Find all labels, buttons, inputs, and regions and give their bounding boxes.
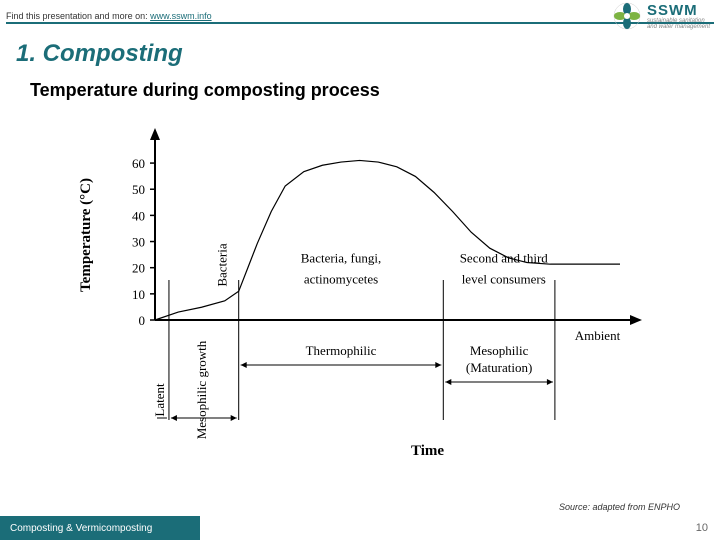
svg-text:40: 40: [132, 208, 145, 223]
logo-acronym: SSWM: [647, 3, 710, 18]
section-title: 1. Composting: [16, 40, 183, 68]
logo-sub2: and water management: [647, 24, 710, 30]
svg-text:0: 0: [139, 313, 146, 328]
svg-text:10: 10: [132, 287, 145, 302]
svg-text:Latent: Latent: [152, 383, 167, 417]
svg-text:Second and third: Second and third: [460, 250, 549, 265]
svg-text:Bacteria, fungi,: Bacteria, fungi,: [301, 250, 382, 265]
logo-mark-icon: [613, 2, 641, 30]
subtitle: Temperature during composting process: [30, 80, 380, 101]
svg-text:level consumers: level consumers: [462, 271, 546, 286]
svg-text:30: 30: [132, 235, 145, 250]
svg-text:(Maturation): (Maturation): [466, 360, 532, 375]
svg-text:Time: Time: [411, 443, 444, 459]
svg-text:20: 20: [132, 261, 145, 276]
svg-text:Mesophilic: Mesophilic: [470, 343, 529, 358]
header-link[interactable]: www.sswm.info: [150, 11, 212, 21]
page-number: 10: [696, 522, 708, 534]
source-citation: Source: adapted from ENPHO: [559, 502, 680, 512]
svg-text:Mesophilic growth: Mesophilic growth: [194, 340, 209, 439]
header-bar: Find this presentation and more on: www.…: [6, 6, 714, 24]
svg-text:Temperature (°C): Temperature (°C): [78, 178, 94, 292]
header-find-text: Find this presentation and more on:: [6, 11, 150, 21]
logo: SSWM sustainable sanitation and water ma…: [613, 2, 710, 30]
logo-text: SSWM sustainable sanitation and water ma…: [647, 3, 710, 30]
footer-tab: Composting & Vermicomposting: [0, 516, 200, 540]
svg-text:Ambient: Ambient: [575, 328, 621, 343]
composting-temperature-chart: 0 10 20 30 40 50 60 Temperature (°C) Time Latent M…: [60, 120, 660, 460]
svg-text:Bacteria: Bacteria: [215, 243, 230, 287]
svg-text:60: 60: [132, 156, 145, 171]
svg-text:actinomycetes: actinomycetes: [304, 271, 378, 286]
svg-text:Thermophilic: Thermophilic: [306, 343, 377, 358]
svg-text:50: 50: [132, 182, 145, 197]
